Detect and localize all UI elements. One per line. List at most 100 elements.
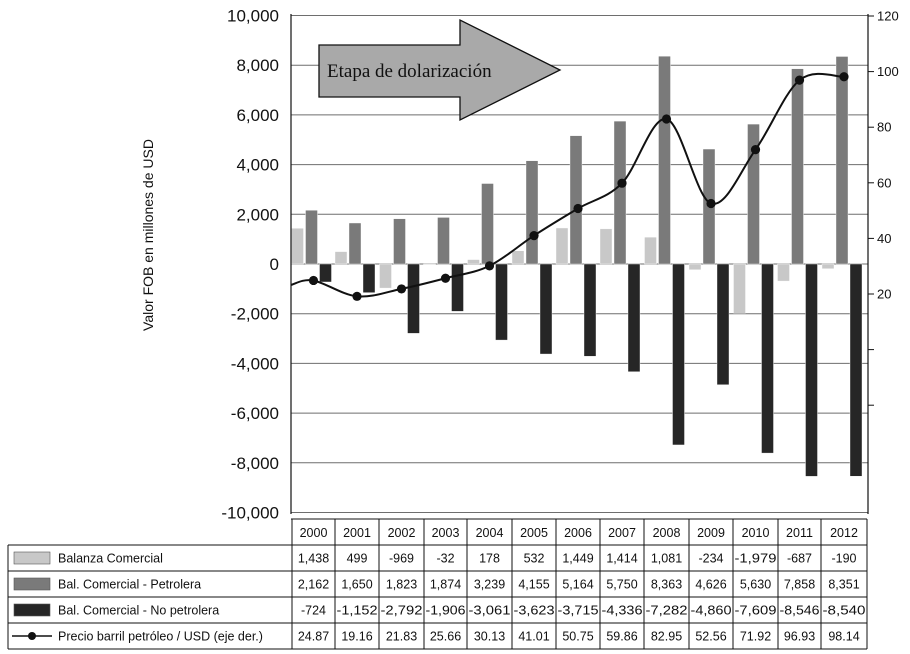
table-cell: 24.87 (298, 630, 329, 644)
table-cell: 4,155 (518, 578, 549, 592)
bar-0 (511, 250, 525, 265)
table-cell: 1,414 (606, 552, 637, 566)
table-header-cell: 2009 (697, 526, 725, 540)
table-cell: 499 (347, 552, 368, 566)
table-header-cell: 2001 (343, 526, 371, 540)
bar-2 (319, 263, 332, 283)
y-tick-label: 0 (270, 255, 279, 274)
table-cell: -7,609 (735, 604, 777, 618)
table-cell: 2,162 (298, 578, 329, 592)
table-cell: 25.66 (430, 630, 461, 644)
table-cell: -1,152 (337, 604, 378, 618)
oil-price-line (290, 72, 849, 301)
y2-tick-label: 80 (877, 120, 891, 135)
bar-0 (644, 236, 657, 265)
bar-1 (437, 217, 450, 265)
table-cell: 41.01 (518, 630, 549, 644)
y2-tick-label: 40 (877, 231, 891, 246)
y2-tick-label: 60 (877, 175, 891, 190)
y2-tick-label: 100 (877, 64, 899, 79)
bar-0 (555, 227, 569, 265)
bar-0 (334, 251, 348, 265)
y-tick-label: -10,000 (221, 504, 279, 523)
table-cell: 21.83 (386, 630, 417, 644)
y2-tick-label: 120 (877, 9, 899, 24)
table-cell: -234 (698, 552, 723, 566)
bar-2 (583, 263, 597, 357)
bar-0 (379, 263, 392, 289)
table-cell: -3,715 (558, 604, 599, 618)
axis-ticks: 10,000 8,000 6,000 4,000 2,000 0 -2,000 -4,000 -… (221, 7, 898, 523)
table-cell: 1,438 (298, 552, 329, 566)
table-header-cell: 2000 (300, 526, 328, 540)
bar-1 (569, 135, 583, 265)
bar-2 (672, 263, 685, 446)
bars (291, 55, 863, 477)
price-point (750, 145, 761, 155)
table-cell: 1,823 (386, 578, 417, 592)
bar-0 (777, 263, 790, 282)
table-cell: 19.16 (341, 630, 372, 644)
price-point (440, 273, 451, 283)
price-point (573, 203, 583, 214)
table-cell: -8,540 (823, 604, 866, 618)
y-tick-label: 10,000 (227, 7, 279, 26)
bar-0 (599, 228, 613, 265)
y-tick-label: -6,000 (231, 404, 279, 423)
bar-1 (791, 68, 804, 265)
y-tick-label: 8,000 (236, 56, 279, 75)
legend-label: Bal. Comercial - No petrolera (58, 604, 219, 618)
bar-1 (348, 222, 362, 265)
bar-2 (539, 263, 553, 355)
table-cell: -3,061 (469, 604, 511, 618)
table-header-cell: 2011 (786, 526, 813, 540)
bar-2 (495, 263, 508, 341)
y-tick-label: -4,000 (231, 354, 279, 373)
y-axis-label: Valor FOB en millones de USD (140, 139, 156, 331)
table-cell: -969 (389, 552, 414, 566)
bar-2 (627, 263, 641, 372)
bar-2 (849, 263, 863, 477)
table-cell: -2,792 (381, 604, 423, 618)
price-point (661, 114, 672, 124)
legend-swatch (13, 551, 51, 565)
legend-swatch-marker (28, 632, 36, 640)
data-table: 2000 2001 2002 2003 2004 2005 2006 2007 2008 2009… (7, 518, 868, 650)
table-cell: -687 (787, 552, 812, 566)
table-cell: -4,860 (691, 604, 732, 618)
table-cell: 178 (479, 552, 500, 566)
table-header-cell: 2005 (520, 526, 548, 540)
table-cell: 98.14 (828, 630, 859, 644)
bar-0 (688, 263, 702, 271)
price-point (706, 198, 716, 209)
table-cell: 532 (524, 552, 545, 566)
table-cell: 82.95 (651, 630, 682, 644)
y-tick-label: 2,000 (236, 205, 279, 224)
table-cell: -7,282 (646, 604, 688, 618)
table-cell: 4,626 (695, 578, 726, 592)
table-cell: 7,858 (784, 578, 815, 592)
table-cell: 3,239 (474, 578, 505, 592)
arrow-label: Etapa de dolarización (327, 61, 492, 82)
table-cell: -8,546 (780, 604, 820, 618)
bar-0 (291, 228, 304, 265)
y2-tick-label: 20 (877, 287, 891, 302)
price-point (529, 230, 539, 241)
table-cell: 1,081 (651, 552, 682, 566)
table-header-cell: 2008 (653, 526, 681, 540)
table-cell: -3,623 (514, 604, 555, 618)
bar-1 (525, 160, 539, 265)
legend-label: Precio barril petróleo / USD (eje der.) (58, 630, 263, 644)
y-tick-label: 6,000 (236, 106, 279, 125)
table-cell: 59.86 (606, 630, 637, 644)
table-cell: -1,979 (735, 552, 777, 566)
bar-0 (467, 259, 480, 265)
price-point (839, 72, 849, 82)
bar-1 (305, 210, 318, 265)
y-tick-label: -8,000 (231, 454, 279, 473)
bar-2 (362, 263, 376, 293)
bar-1 (658, 55, 671, 265)
y-tick-label: 4,000 (236, 156, 279, 175)
bar-1 (835, 56, 849, 265)
table-cell: 5,630 (740, 578, 771, 592)
